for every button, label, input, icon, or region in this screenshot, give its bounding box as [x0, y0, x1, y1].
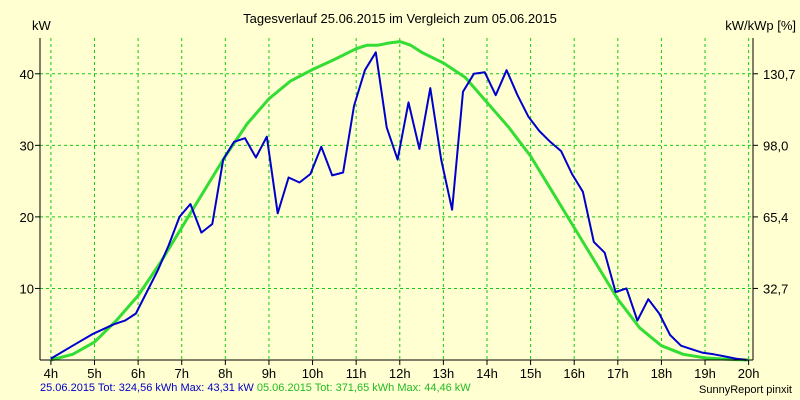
footer-legend: 25.06.2015 Tot: 324,56 kWh Max: 43,31 kW…: [40, 382, 471, 394]
y-tick-label-right: 98,0: [763, 138, 788, 153]
plot-area: [40, 38, 753, 360]
x-tick-label: 15h: [520, 366, 542, 381]
y-tick-label-right: 32,7: [763, 281, 788, 296]
legend-series-2: 05.06.2015 Tot: 371,65 kWh Max: 44,46 kW: [256, 382, 471, 394]
x-tick-label: 4h: [44, 366, 58, 381]
x-tick-labels: 4h 5h 6h 7h 8h 9h 10h 11h 12h 13h 14h 15h 16h 17h 18h 1…: [44, 366, 760, 381]
y-tick-label-left: 20: [20, 210, 34, 225]
y-tick-label-right: 65,4: [763, 210, 788, 225]
x-tick-label: 16h: [563, 366, 585, 381]
y-tick-labels-right: 32,7 65,4 98,0 130,7: [763, 67, 796, 297]
y-axis-right-label: kW/kWp [%]: [725, 18, 796, 33]
chart-title: Tagesverlauf 25.06.2015 im Vergleich zum…: [243, 11, 557, 26]
y-tick-label-left: 10: [20, 281, 34, 296]
x-tick-label: 13h: [433, 366, 455, 381]
legend-series-1: 25.06.2015 Tot: 324,56 kWh Max: 43,31 kW: [40, 382, 254, 394]
x-tick-label: 12h: [389, 366, 411, 381]
x-tick-label: 14h: [476, 366, 498, 381]
x-tick-label: 10h: [302, 366, 324, 381]
x-tick-label: 8h: [218, 366, 232, 381]
series-layer: [50, 40, 749, 362]
x-tick-label: 5h: [87, 366, 101, 381]
x-tick-label: 7h: [174, 366, 188, 381]
x-tick-label: 18h: [651, 366, 673, 381]
x-tick-label: 9h: [262, 366, 276, 381]
series-line-2: [50, 40, 749, 362]
y-tick-label-left: 40: [20, 67, 34, 82]
x-tick-label: 11h: [346, 366, 367, 381]
y-tick-label-left: 30: [20, 138, 34, 153]
series-line-1: [50, 51, 747, 361]
x-tick-label: 17h: [607, 366, 629, 381]
axes: [35, 38, 758, 365]
brand-label: SunnyReport pinxit: [699, 384, 792, 396]
y-tick-label-right: 130,7: [763, 67, 796, 82]
y-axis-left-label: kW: [32, 18, 52, 33]
x-tick-label: 20h: [738, 366, 760, 381]
grid: [40, 38, 753, 360]
x-tick-label: 6h: [131, 366, 145, 381]
x-tick-label: 19h: [694, 366, 716, 381]
y-tick-labels-left: 10 20 30 40: [20, 67, 34, 297]
